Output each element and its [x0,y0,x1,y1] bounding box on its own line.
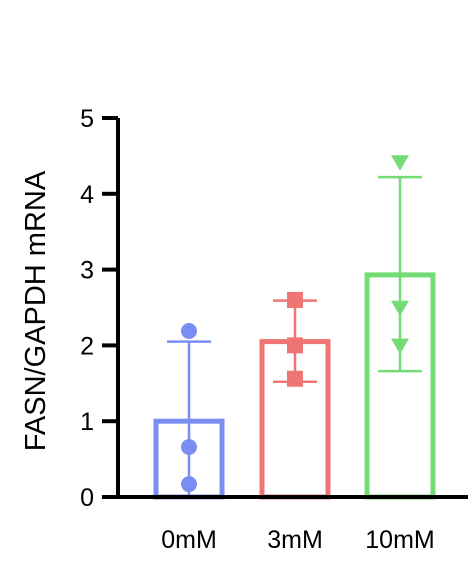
x-tick-label: 0mM [161,526,217,554]
data-point-10mM [391,338,409,354]
data-point-0mM [181,476,197,493]
y-tick-label: 4 [80,181,94,209]
x-tick-label: 10mM [365,526,434,554]
y-tick-label: 2 [80,332,94,360]
data-point-3mM [287,337,303,354]
y-axis-label: FASN/GAPDH mRNA [20,170,52,451]
y-tick-label: 3 [80,257,94,285]
data-point-10mM [391,155,409,171]
data-point-10mM [391,300,409,317]
y-ticks-layer: 0 1 2 3 4 5 [80,105,118,512]
data-point-0mM [181,322,197,339]
x-tick-label: 3mM [267,526,323,554]
data-point-3mM [287,291,303,308]
points-layer [181,155,409,493]
error-bars-layer [167,175,422,497]
y-tick-label: 1 [80,408,94,436]
y-tick-label: 0 [80,484,94,512]
y-tick-label: 5 [80,105,94,133]
data-point-3mM [287,370,303,387]
data-point-0mM [181,438,197,455]
axes-layer [116,118,468,499]
x-ticks-layer: 0mM 3mM 10mM [161,526,435,554]
